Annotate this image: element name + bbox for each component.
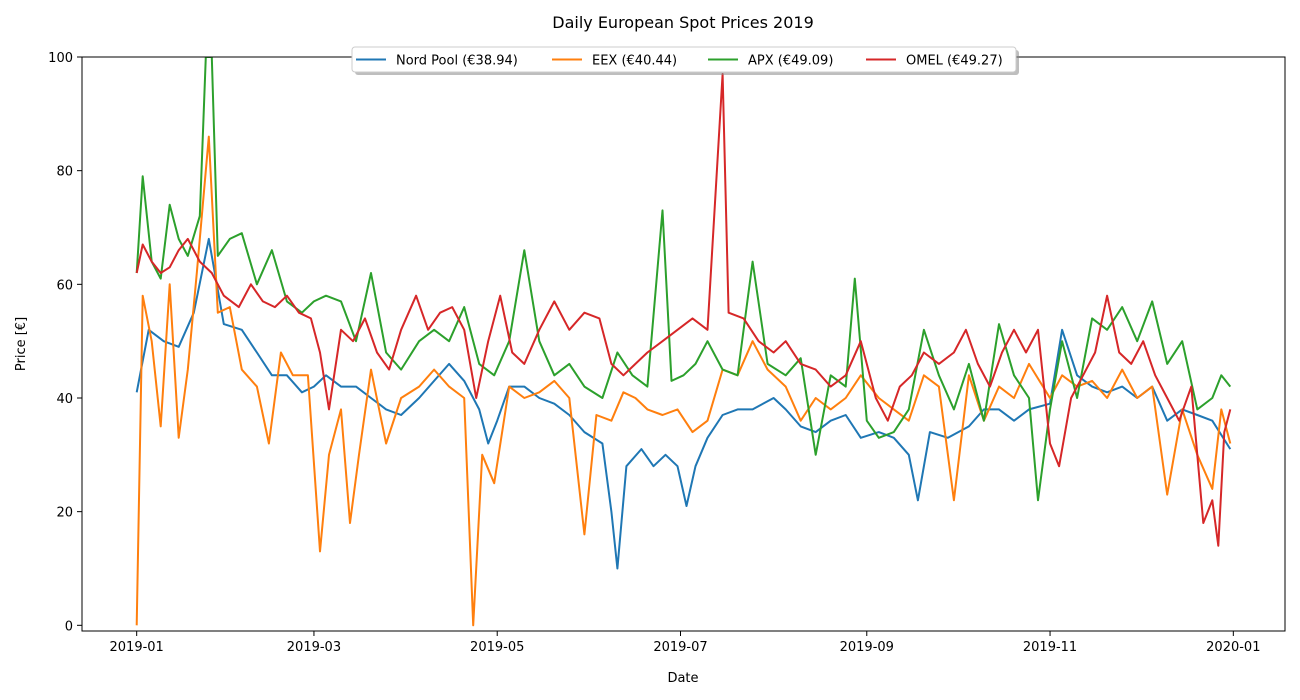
x-tick-label: 2019-09 (840, 640, 894, 655)
x-axis-title: Date (667, 671, 698, 686)
y-axis-title: Price [€] (14, 317, 29, 371)
series-layer (135, 57, 1232, 627)
series-line-0 (135, 237, 1232, 570)
x-tick-label: 2019-05 (470, 640, 524, 655)
y-tick-label: 40 (56, 392, 73, 407)
series-line-3 (135, 73, 1232, 547)
legend-label-3: OMEL (€49.27) (906, 54, 1003, 69)
y-tick-label: 100 (48, 51, 73, 66)
legend-label-0: Nord Pool (€38.94) (396, 54, 518, 69)
y-axis: 0 20 40 60 80 100 (48, 51, 82, 634)
x-tick-label: 2019-11 (1023, 640, 1077, 655)
plot-frame (81, 56, 1286, 632)
y-tick-label: 60 (56, 278, 73, 293)
series-line-2 (135, 57, 1232, 502)
y-tick-label: 0 (65, 619, 73, 634)
x-axis: 2019-01 2019-03 2019-05 2019-07 2019-09 2019-… (110, 631, 1260, 655)
x-tick-label: 2020-01 (1206, 640, 1260, 655)
legend-box (351, 46, 1017, 73)
x-tick-label: 2019-07 (653, 640, 707, 655)
y-tick-label: 80 (56, 165, 73, 180)
legend-label-2: APX (€49.09) (748, 54, 833, 69)
series-line-1 (135, 135, 1232, 627)
chart-title: Daily European Spot Prices 2019 (552, 13, 814, 32)
legend-label-1: EEX (€40.44) (592, 54, 677, 69)
y-tick-label: 20 (56, 506, 73, 521)
x-tick-label: 2019-01 (110, 640, 164, 655)
legend: Nord Pool (€38.94) EEX (€40.44) APX (€49.0… (351, 46, 1019, 75)
x-tick-label: 2019-03 (287, 640, 341, 655)
